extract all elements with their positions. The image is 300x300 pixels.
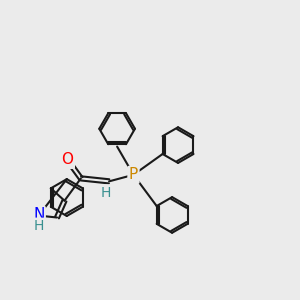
Text: N: N [33, 208, 44, 223]
Text: H: H [34, 219, 44, 233]
Text: H: H [100, 186, 111, 200]
Text: P: P [129, 167, 138, 182]
Text: O: O [61, 152, 74, 167]
